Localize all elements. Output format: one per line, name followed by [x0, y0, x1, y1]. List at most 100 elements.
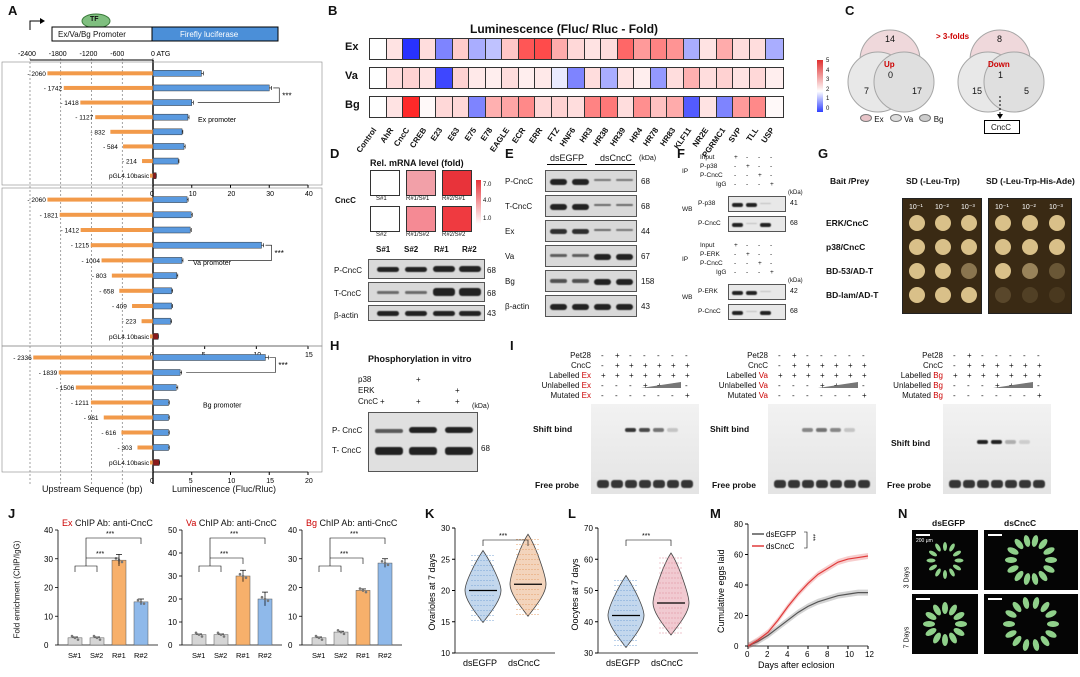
panel-label-f: F	[677, 146, 685, 161]
yeast-spot	[1049, 263, 1065, 279]
emsa-sign: -	[629, 351, 632, 360]
emsa-sign: -	[1037, 351, 1040, 360]
heatmap-row	[369, 96, 784, 118]
promoter-fragment	[103, 415, 153, 420]
emsa-sign: -	[995, 351, 998, 360]
emsa-row-label: Unlabelled Va	[718, 381, 768, 390]
fragment-label: - 1412	[61, 228, 80, 235]
emsa-row-label: CncC	[922, 361, 943, 370]
coip-sign: -	[734, 260, 737, 267]
fragment-label: pGL4.10basic	[109, 173, 150, 180]
mrna-gene: CncC	[335, 196, 356, 205]
wb-strip	[728, 304, 786, 320]
heatmap-cell	[551, 39, 568, 59]
heatmap-cell	[667, 39, 684, 59]
axis-tick: 0	[168, 641, 173, 650]
kda-label: (kDa)	[788, 190, 803, 196]
emsa-sign: -	[995, 391, 998, 400]
heatmap-cell	[617, 68, 634, 88]
emsa-row-label: Labelled Bg	[900, 371, 943, 380]
heatmap-row-label: Bg	[345, 99, 360, 111]
heatmap-cell	[436, 68, 453, 88]
axis-tick: 0	[150, 191, 154, 198]
heatmap-cell	[617, 39, 634, 59]
coip-sign: -	[758, 181, 761, 188]
emsa-sign: -	[1023, 351, 1026, 360]
axis-tick: 5	[189, 478, 193, 485]
ip-label: IP	[682, 256, 689, 263]
panel-label-e: E	[505, 146, 514, 161]
heatmap-cell	[733, 68, 750, 88]
axis-tick: 40	[168, 549, 177, 558]
ip-label: IP	[682, 168, 689, 175]
group-dsegfp: dsEGFP	[550, 153, 585, 163]
chip-bar	[355, 590, 371, 646]
kda-marker: 68	[790, 308, 798, 315]
luciferase-bar	[152, 226, 191, 234]
axis-tick: 30	[168, 572, 177, 581]
dilution-label: 10⁻¹	[995, 204, 1009, 211]
heatmap-cell	[436, 39, 453, 59]
axis-tick: 20	[228, 191, 236, 198]
blot-row-label: T-CncC	[505, 202, 533, 211]
emsa-row-label: CncC	[747, 361, 768, 370]
significance: ***	[275, 249, 284, 258]
emsa-sign: +	[953, 371, 958, 380]
axis-tick: 30	[288, 555, 297, 564]
yeast-spot	[935, 263, 951, 279]
significance: ***	[106, 531, 114, 538]
emsa-sign: +	[820, 361, 825, 370]
emsa-row-label: CncC	[570, 361, 591, 370]
heatmap-cell	[766, 97, 783, 117]
wb-row: P-p38	[698, 200, 716, 207]
fragment-label: - 584	[103, 144, 118, 151]
significance: ***	[642, 533, 650, 540]
free-probe-label: Free probe	[535, 480, 579, 490]
violin-cat: dsEGFP	[463, 658, 497, 668]
emsa-row-label: Mutated Bg	[902, 391, 943, 400]
heatmap-cell	[403, 68, 420, 88]
coip-sign: +	[746, 251, 750, 258]
panel-n-ovaries: dsEGFP dsCncC 3 Days 7 Days 200 μm	[898, 510, 1080, 672]
axis-tick: 0	[150, 478, 154, 485]
promoter-fragment	[58, 370, 153, 375]
venn-up-label: Up	[884, 60, 895, 69]
mrna-scale-mid: 4.0	[483, 198, 492, 204]
chip-bar	[111, 559, 127, 646]
kda-marker: 42	[790, 288, 798, 295]
yeast-spot	[995, 239, 1011, 255]
yeast-spot	[935, 215, 951, 231]
titration-wedge	[818, 382, 858, 388]
promoter-fragment	[90, 243, 153, 248]
venn-down-va: 15	[972, 86, 983, 96]
fragment-label: - 616	[101, 430, 116, 437]
heatmap-cell	[749, 97, 766, 117]
heatmap-col-label: SVP	[727, 126, 744, 145]
emsa-sign: -	[862, 351, 865, 360]
emsa-sign: -	[601, 391, 604, 400]
panel-label-b: B	[328, 3, 338, 18]
lane-r2: R#2	[462, 245, 477, 254]
heatmap-col-label: E63	[445, 126, 462, 143]
promoter-fragment	[132, 304, 153, 308]
luciferase-bar	[152, 257, 183, 264]
violin-shape	[652, 552, 690, 636]
coip-sign: +	[746, 163, 750, 170]
promoter-fragment	[101, 258, 153, 263]
heatmap-cell	[733, 97, 750, 117]
coip-sign: -	[746, 242, 749, 249]
h-row-erk: ERK	[358, 386, 375, 395]
coip-sign: -	[758, 269, 761, 276]
fragment-label: - 303	[117, 445, 132, 452]
promoter-fragment	[80, 228, 153, 232]
bait-prey-label: BD-lam/AD-T	[826, 290, 879, 300]
emsa-sign: +	[601, 371, 606, 380]
emsa-sign: +	[862, 361, 867, 370]
emsa-sign: -	[834, 351, 837, 360]
chip-cat: R#2	[134, 651, 148, 660]
kda-label-e: (kDa)	[639, 155, 657, 162]
heatmap-cell	[568, 39, 585, 59]
fragment-label: - 214	[122, 159, 137, 166]
axis-tick: 40	[734, 581, 743, 590]
dilution-label: 10⁻³	[961, 204, 975, 211]
